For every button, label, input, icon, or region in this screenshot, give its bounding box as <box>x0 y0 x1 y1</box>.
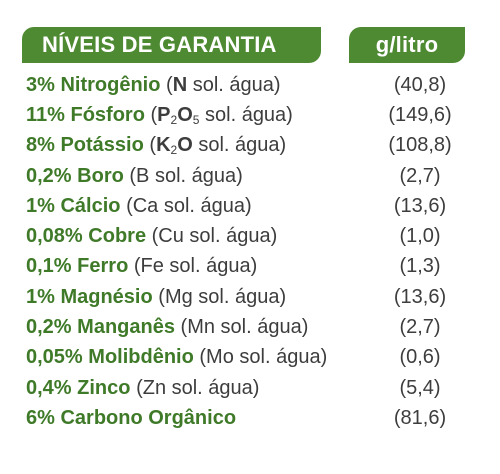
nutrient-value: (13,6) <box>393 285 447 308</box>
nutrient-name: Molibdênio <box>88 346 194 369</box>
nutrient-name: Zinco <box>77 376 131 399</box>
header-title: NÍVEIS DE GARANTIA <box>22 27 321 63</box>
nutrient-value: (0,6) <box>399 346 441 369</box>
formula-subscript: 2 <box>170 143 178 158</box>
formula-rest: sol. água) <box>199 103 293 126</box>
nutrient-label: 0,08% Cobre (Cu sol. água) <box>26 225 370 248</box>
nutrient-value: (2,7) <box>399 164 441 187</box>
formula-open: (Ca <box>126 194 159 217</box>
nutrient-label: 1% Magnésio (Mg sol. água) <box>26 286 370 309</box>
nutrient-row: 0,2% Manganês (Mn sol. água) (2,7) <box>26 312 486 342</box>
nutrient-name: Nitrogênio <box>60 73 161 96</box>
nutrient-label: 0,05% Molibdênio (Mo sol. água) <box>26 346 370 369</box>
nutrient-value: (1,0) <box>399 225 441 248</box>
formula-open: (Cu <box>151 225 184 248</box>
nutrient-percent: 8% <box>26 134 55 157</box>
nutrient-label: 3% Nitrogênio (N sol. água) <box>26 74 370 97</box>
nutrient-label: 0,2% Manganês (Mn sol. água) <box>26 316 370 339</box>
formula-element: P <box>157 103 171 126</box>
formula-open: ( <box>166 73 173 96</box>
formula-rest: sol. água) <box>233 346 328 369</box>
nutrient-label: 11% Fósforo (P2O5 sol. água) <box>26 104 370 127</box>
formula-element: N <box>172 73 188 96</box>
nutrient-value: (2,7) <box>399 316 441 339</box>
nutrient-row: 6% Carbono Orgânico (81,6) <box>26 403 486 433</box>
nutrient-name: Fósforo <box>70 103 145 126</box>
nutrient-name: Cobre <box>88 225 147 248</box>
nutrient-value: (108,8) <box>388 134 452 157</box>
nutrient-label: 1% Cálcio (Ca sol. água) <box>26 195 370 218</box>
nutrient-percent: 0,1% <box>26 255 72 278</box>
nutrient-percent: 1% <box>26 194 55 217</box>
nutrient-value: (40,8) <box>393 73 447 96</box>
formula-open: (Mn <box>180 316 215 339</box>
nutrient-percent: 6% <box>26 406 55 429</box>
formula-open: ( <box>150 103 158 126</box>
nutrient-label: 0,2% Boro (B sol. água) <box>26 165 370 188</box>
nutrient-row: 0,1% Ferro (Fe sol. água) (1,3) <box>26 252 486 282</box>
nutrient-percent: 3% <box>26 73 55 96</box>
formula-element: K <box>156 134 171 157</box>
nutrient-percent: 0,08% <box>26 225 83 248</box>
nutrient-name: Cálcio <box>60 194 121 217</box>
nutrient-value: (5,4) <box>399 376 441 399</box>
nutrient-percent: 0,2% <box>26 316 72 339</box>
header-unit: g/litro <box>349 27 465 63</box>
nutrient-percent: 0,05% <box>26 346 83 369</box>
formula-element-2: O <box>177 134 193 157</box>
formula-subscript-2: 5 <box>192 112 200 127</box>
nutrient-name: Ferro <box>77 255 129 278</box>
formula-open: (B <box>129 164 150 187</box>
formula-rest: sol. água) <box>166 376 260 399</box>
formula-open: (Mg <box>158 285 193 308</box>
formula-open: ( <box>149 134 157 157</box>
nutrient-name: Carbono Orgânico <box>60 406 237 429</box>
formula-rest: sol. água) <box>187 73 281 96</box>
nutrient-value: (13,6) <box>393 194 447 217</box>
nutrient-name: Boro <box>77 164 124 187</box>
formula-rest: sol. água) <box>192 285 287 308</box>
nutrient-percent: 11% <box>26 103 65 126</box>
formula-rest: sol. água) <box>158 194 252 217</box>
formula-rest: sol. água) <box>163 255 258 278</box>
nutrient-percent: 0,4% <box>26 376 72 399</box>
nutrient-name: Potássio <box>60 134 144 157</box>
formula-open: (Zn <box>136 376 167 399</box>
nutrient-row: 1% Magnésio (Mg sol. água) (13,6) <box>26 282 486 312</box>
nutrient-row: 3% Nitrogênio (N sol. água) (40,8) <box>26 70 486 100</box>
formula-element-2: O <box>177 103 193 126</box>
nutrient-label: 6% Carbono Orgânico <box>26 407 370 430</box>
nutrient-label: 8% Potássio (K2O sol. água) <box>26 134 370 157</box>
nutrient-value: (1,3) <box>399 255 441 278</box>
formula-rest: sol. água) <box>183 225 278 248</box>
nutrient-label: 0,1% Ferro (Fe sol. água) <box>26 255 370 278</box>
formula-open: (Mo <box>199 346 234 369</box>
nutrient-label: 0,4% Zinco (Zn sol. água) <box>26 377 370 400</box>
nutrient-row: 0,05% Molibdênio (Mo sol. água) (0,6) <box>26 343 486 373</box>
nutrient-percent: 1% <box>26 285 55 308</box>
nutrient-row: 1% Cálcio (Ca sol. água) (13,6) <box>26 191 486 221</box>
formula-open: (Fe <box>133 255 164 278</box>
nutrient-row: 0,08% Cobre (Cu sol. água) (1,0) <box>26 221 486 251</box>
nutrient-name: Manganês <box>77 316 175 339</box>
nutrient-rows: 3% Nitrogênio (N sol. água) (40,8) 11% Fós… <box>26 70 486 434</box>
formula-subscript: 2 <box>170 112 178 127</box>
nutrient-value: (81,6) <box>393 406 447 429</box>
nutrient-row: 0,4% Zinco (Zn sol. água) (5,4) <box>26 373 486 403</box>
formula-rest: sol. água) <box>214 316 309 339</box>
formula-rest: sol. água) <box>149 164 243 187</box>
nutrient-value: (149,6) <box>388 103 452 126</box>
nutrient-name: Magnésio <box>60 285 153 308</box>
formula-rest: sol. água) <box>192 134 287 157</box>
nutrient-row: 0,2% Boro (B sol. água) (2,7) <box>26 161 486 191</box>
nutrient-percent: 0,2% <box>26 164 72 187</box>
nutrient-row: 11% Fósforo (P2O5 sol. água) (149,6) <box>26 100 486 130</box>
nutrient-row: 8% Potássio (K2O sol. água) (108,8) <box>26 131 486 161</box>
